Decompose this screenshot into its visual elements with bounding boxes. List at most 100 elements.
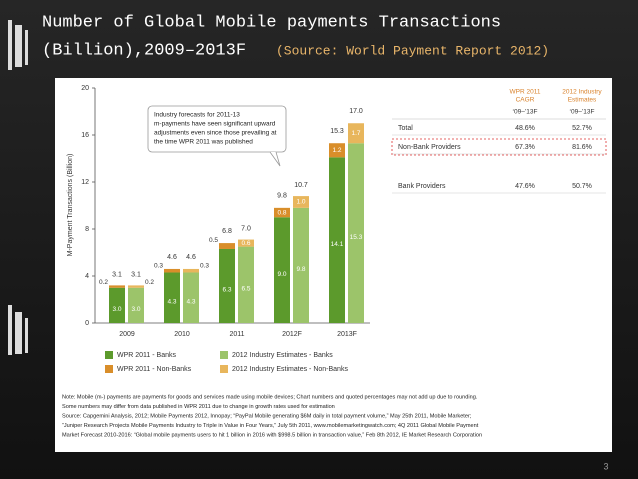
x-tick-label: 2012F [282,331,302,338]
table-cell: 50.7% [572,183,592,190]
total-label: 17.0 [349,108,363,115]
legend-label: WPR 2011 - Banks [117,352,177,359]
bar-segment [274,207,290,218]
table-cell: 81.6% [572,144,592,151]
footnote: Some numbers may differ from data publis… [62,404,335,410]
bar-segment [164,268,180,273]
total-label: 3.1 [112,271,122,278]
total-label: 3.1 [131,271,141,278]
slide-title: (Billion),2009–2013F [42,41,246,60]
callout-pointer [269,151,281,167]
total-label: 15.3 [330,128,344,135]
table-header: 2012 Industry [562,89,602,96]
table-cell: Bank Providers [398,183,446,190]
legend-swatch [220,365,228,373]
data-label: 9.8 [296,266,305,273]
data-label: 4.3 [186,298,195,305]
x-tick-label: 2011 [229,331,244,338]
table-period: ‘09–’13F [513,109,538,116]
legend-label: 2012 Industry Estimates - Non-Banks [232,366,348,373]
table-cell: 47.6% [515,183,535,190]
bar-segment [219,248,235,323]
footnote: Note: Mobile (m-) payments are payments … [62,394,478,400]
x-tick-label: 2009 [119,331,135,338]
data-label: 9.0 [277,271,286,278]
data-label: 0.3 [200,263,209,270]
data-label: 6.3 [222,287,231,294]
bar-segment [329,157,345,323]
total-label: 6.8 [222,228,232,235]
data-label: 3.0 [112,306,121,313]
footnote: “Juniper Research Projects Mobile Paymen… [62,423,479,429]
callout-text: Industry forecasts for 2011-13 [154,112,240,119]
total-label: 9.8 [277,193,287,200]
legend-label: WPR 2011 - Non-Banks [117,366,192,373]
footnote: Market Forecast 2010-2016: “Global mobil… [62,432,482,438]
highlight-box [391,138,607,156]
data-label: 0.6 [241,240,250,247]
table-cell: 52.7% [572,125,592,132]
data-label: 1.0 [296,199,305,206]
callout-text: m-payments have seen significant upward [154,121,276,128]
data-label: 0.5 [209,237,218,244]
slide-source: (Source: World Payment Report 2012) [276,43,549,58]
data-label: 14.1 [331,241,344,248]
slide-title: Number of Global Mobile payments Transac… [42,13,501,32]
bar-segment [293,196,309,208]
legend-swatch [105,365,113,373]
y-tick-label: 20 [81,85,89,92]
decor [8,20,28,355]
data-label: 4.3 [167,298,176,305]
table-header: WPR 2011 [510,89,541,96]
bar-segment [164,272,180,323]
bar-segment [128,287,144,323]
data-label: 15.3 [350,234,363,241]
bar-segment [293,207,309,323]
footnote: Source: Capgemini Analysis, 2012; Mobile… [62,413,472,419]
page-number: 3 [603,461,608,471]
bar-segment [238,246,254,323]
x-tick-label: 2013F [337,331,357,338]
legend-label: 2012 Industry Estimates - Banks [232,352,333,359]
total-label: 4.6 [167,254,177,261]
table-cell: 48.6% [515,125,535,132]
bar-segment [274,217,290,323]
y-tick-label: 16 [81,132,89,139]
bar-segment [219,243,235,249]
bar-segment [128,285,144,288]
bar-segment [183,272,199,323]
callout-text: the time WPR 2011 was published [154,139,253,146]
data-label: 6.5 [241,286,250,293]
data-label: 0.2 [145,279,154,286]
bar-segment [238,239,254,247]
total-label: 4.6 [186,254,196,261]
table-period: ‘09–’13F [570,109,595,116]
y-tick-label: 12 [81,179,89,186]
bar-segment [109,285,125,288]
y-tick-label: 0 [85,320,89,327]
table-header: Estimates [568,97,597,104]
table-header: CAGR [516,97,535,104]
callout-box [147,105,287,153]
y-tick-label: 4 [85,273,89,280]
total-label: 10.7 [294,182,308,189]
table-cell: Non-Bank Providers [398,144,461,151]
data-label: 3.0 [131,306,140,313]
table-cell: 67.3% [515,144,535,151]
table-cell: Total [398,125,413,132]
y-axis-label: M-Payment Transactions (Billion) [67,154,74,257]
data-label: 1.7 [351,130,360,137]
data-label: 0.3 [154,263,163,270]
y-tick-label: 8 [85,226,89,233]
x-tick-label: 2010 [174,331,190,338]
bar-segment [348,123,364,144]
bar-segment [348,143,364,323]
bar-segment [183,268,199,273]
bar-segment [109,287,125,323]
bar-segment [329,143,345,158]
data-label: 0.2 [99,279,108,286]
total-label: 7.0 [241,226,251,233]
callout-text: adjustments even since those prevailing … [154,130,277,137]
data-label: 1.2 [332,147,341,154]
